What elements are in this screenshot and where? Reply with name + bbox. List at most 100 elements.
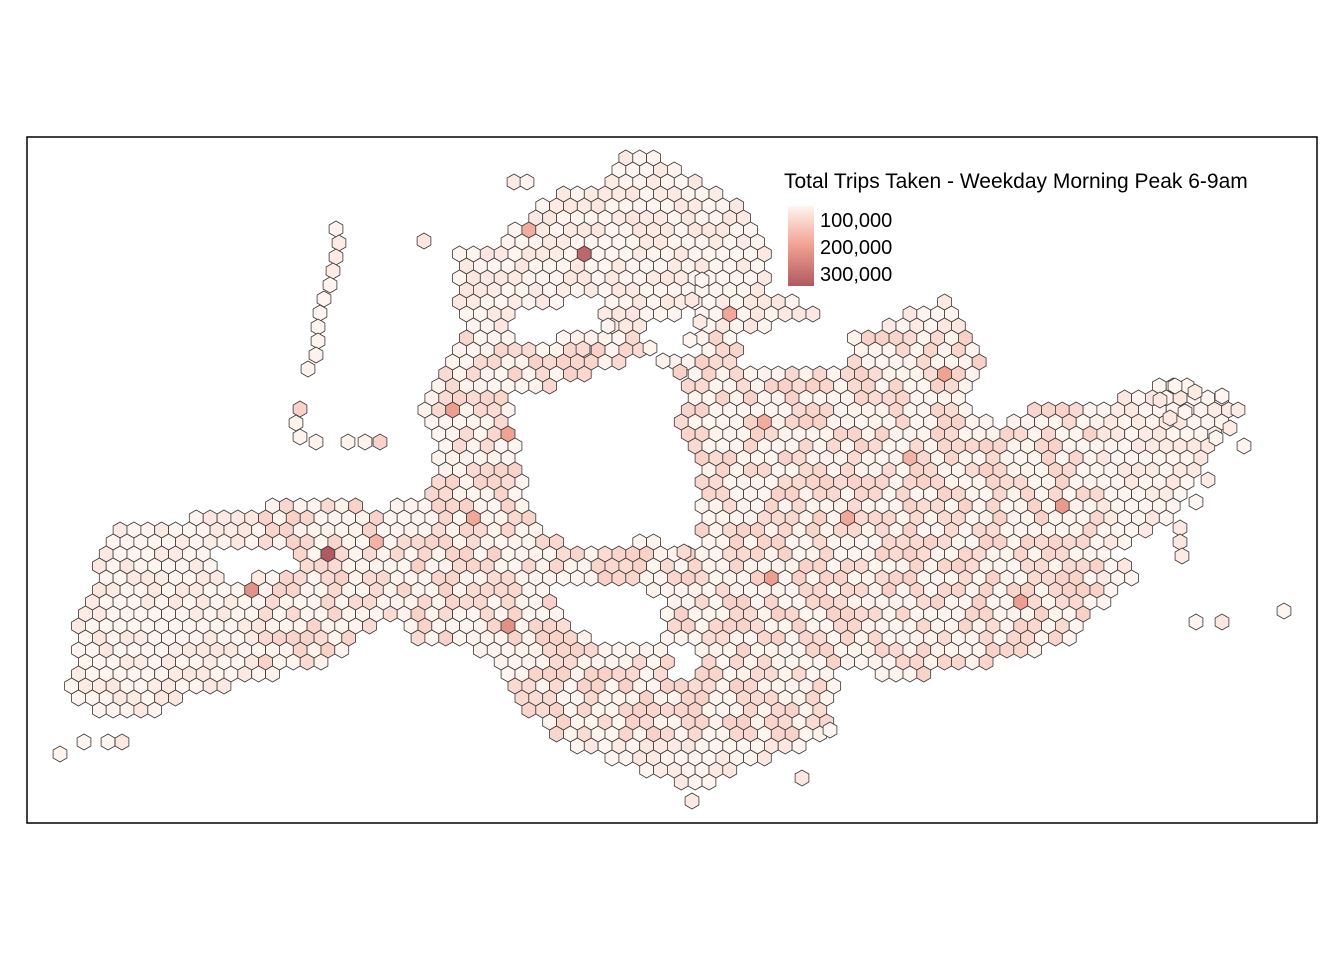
hex-cell (791, 737, 807, 755)
hex-cell (1187, 383, 1203, 401)
hex-cell (687, 773, 703, 791)
hex-cell (556, 569, 571, 587)
hex-cell (328, 220, 344, 238)
hex-cell (519, 173, 535, 191)
hex-cell (312, 304, 328, 322)
hex-cell (743, 749, 758, 767)
legend-label-mid: 200,000 (820, 237, 892, 259)
hex-cell (570, 569, 585, 587)
hex-cell (576, 365, 592, 383)
legend-title: Total Trips Taken - Weekday Morning Peak… (784, 170, 1248, 193)
hex-cell (535, 293, 550, 311)
hex-cell (322, 276, 338, 294)
hex-cell (888, 665, 904, 683)
hex-cell (1214, 613, 1230, 631)
hex-cell (1276, 602, 1292, 620)
hex-cell (951, 653, 966, 671)
hex-cell (743, 317, 758, 335)
hex-cell (71, 689, 86, 707)
hex-cell (1138, 521, 1153, 539)
hex-cell (639, 761, 654, 779)
hex-cell (521, 293, 537, 311)
hex-cell (1188, 613, 1204, 631)
hex-cell (583, 737, 599, 755)
hex-cell (1162, 409, 1178, 427)
hex-cell (642, 339, 658, 357)
hex-cell (416, 232, 432, 250)
hex-cell (188, 677, 204, 695)
hex-cell (357, 433, 373, 451)
hex-cell (76, 733, 92, 751)
hex-cell (372, 433, 388, 451)
hex-cell (1172, 533, 1188, 551)
hex-cell (105, 701, 121, 719)
hex-cell (902, 665, 918, 683)
hex-cell (673, 629, 689, 647)
hex-cell (646, 581, 661, 599)
hex-cell (583, 569, 599, 587)
hex-cell (331, 234, 347, 252)
hex-cell (840, 653, 855, 671)
hex-cell (528, 377, 544, 395)
hex-cell (676, 543, 692, 561)
hex-cell (452, 629, 467, 647)
hex-cell (1236, 437, 1252, 455)
hex-cell (542, 377, 557, 395)
hex-cell (999, 641, 1015, 659)
hex-cell (673, 773, 689, 791)
hex-cell (722, 761, 738, 779)
hex-cell (1177, 403, 1193, 421)
hex-cell (653, 761, 668, 779)
hex-cell (251, 665, 267, 683)
hex-cell (424, 629, 440, 647)
hex-cell (1222, 419, 1238, 437)
hex-cell (316, 290, 332, 308)
hex-cell (1214, 387, 1230, 405)
hex-cell (692, 313, 708, 331)
hex-cell (1152, 391, 1168, 409)
hex-cell (100, 733, 116, 751)
hex-cell (1061, 629, 1077, 647)
hex-cell (258, 533, 273, 551)
hex-cell (216, 533, 232, 551)
hex-cell (308, 433, 324, 451)
hex-cell (328, 248, 344, 266)
hex-cell (583, 281, 599, 299)
hex-cell (570, 281, 585, 299)
hex-cell (964, 653, 980, 671)
hex-cell (292, 428, 308, 446)
hex-cell (202, 677, 218, 695)
hex-cell (791, 305, 807, 323)
hex-cell (597, 353, 613, 371)
hex-cell (119, 701, 135, 719)
hex-cell (410, 629, 426, 647)
hex-cell (805, 305, 821, 323)
hex-cell (1188, 493, 1204, 511)
hex-cell (288, 414, 304, 432)
hex-cell (1167, 377, 1183, 395)
hex-cell (575, 340, 591, 358)
hex-cell (114, 733, 130, 751)
hex-cell (694, 271, 710, 289)
legend-label-low: 100,000 (820, 210, 892, 232)
hex-cell (362, 617, 377, 635)
hex-cell (334, 641, 350, 659)
hex-cell (300, 360, 316, 378)
hex-cell (92, 701, 107, 719)
hex-cell (299, 653, 315, 671)
legend-label-high: 300,000 (820, 264, 892, 286)
hex-cell (168, 689, 183, 707)
hex-cell (438, 629, 454, 647)
hex-cell (549, 293, 564, 311)
hex-cell (244, 533, 260, 551)
hex-cell (611, 353, 627, 371)
hex-cell (1158, 509, 1174, 527)
hex-cell (604, 749, 620, 767)
legend-colorbar (788, 206, 814, 286)
hex-cell (777, 305, 793, 323)
hex-cell (600, 317, 616, 335)
hex-cell (325, 262, 341, 280)
legend: Total Trips Taken - Weekday Morning Peak… (784, 170, 1248, 286)
hex-cell (1200, 471, 1216, 489)
